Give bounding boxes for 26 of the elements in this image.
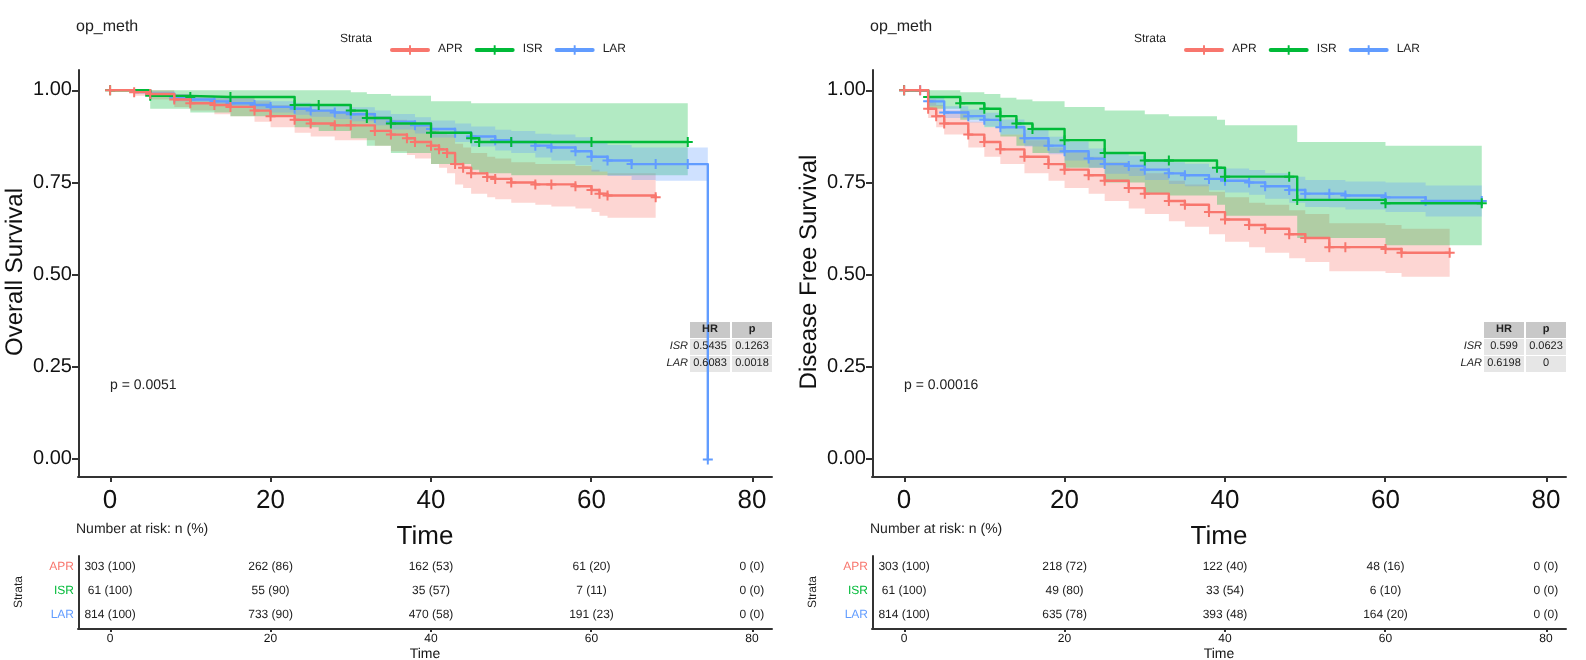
y-tick-label: 0.25 xyxy=(33,356,73,379)
y-tick-label: 0.00 xyxy=(827,448,867,471)
x-tick-label: 40 xyxy=(1210,484,1240,514)
y-tick-label: 0.50 xyxy=(33,263,73,286)
x-tick-label: 40 xyxy=(416,484,446,514)
x-tick-label: 20 xyxy=(256,484,286,514)
y-tick-label: 0.25 xyxy=(827,356,867,379)
x-tick-label: 0 xyxy=(102,484,118,514)
y-tick-label: 0.50 xyxy=(827,263,867,286)
chart-title: op_meth xyxy=(870,17,933,35)
x-tick-label: 60 xyxy=(1371,484,1400,514)
y-tick-label: 0.75 xyxy=(827,171,867,194)
y-axis-title: Overall Survival xyxy=(0,187,28,357)
x-tick-label: 0 xyxy=(896,484,912,514)
x-tick-label: 80 xyxy=(1531,484,1561,514)
y-axis-title: Disease Free Survival xyxy=(794,154,822,390)
chart-title: op_meth xyxy=(76,17,139,35)
x-tick-label: 80 xyxy=(737,484,767,514)
y-tick-label: 1.00 xyxy=(33,79,73,102)
x-tick-label: 60 xyxy=(577,484,606,514)
x-tick-label: 20 xyxy=(1050,484,1080,514)
x-axis-title: Time xyxy=(396,519,454,550)
y-tick-label: 0.00 xyxy=(33,448,73,471)
x-axis-title: Time xyxy=(1190,519,1248,550)
y-tick-label: 0.75 xyxy=(33,171,73,194)
y-tick-label: 1.00 xyxy=(827,79,867,102)
